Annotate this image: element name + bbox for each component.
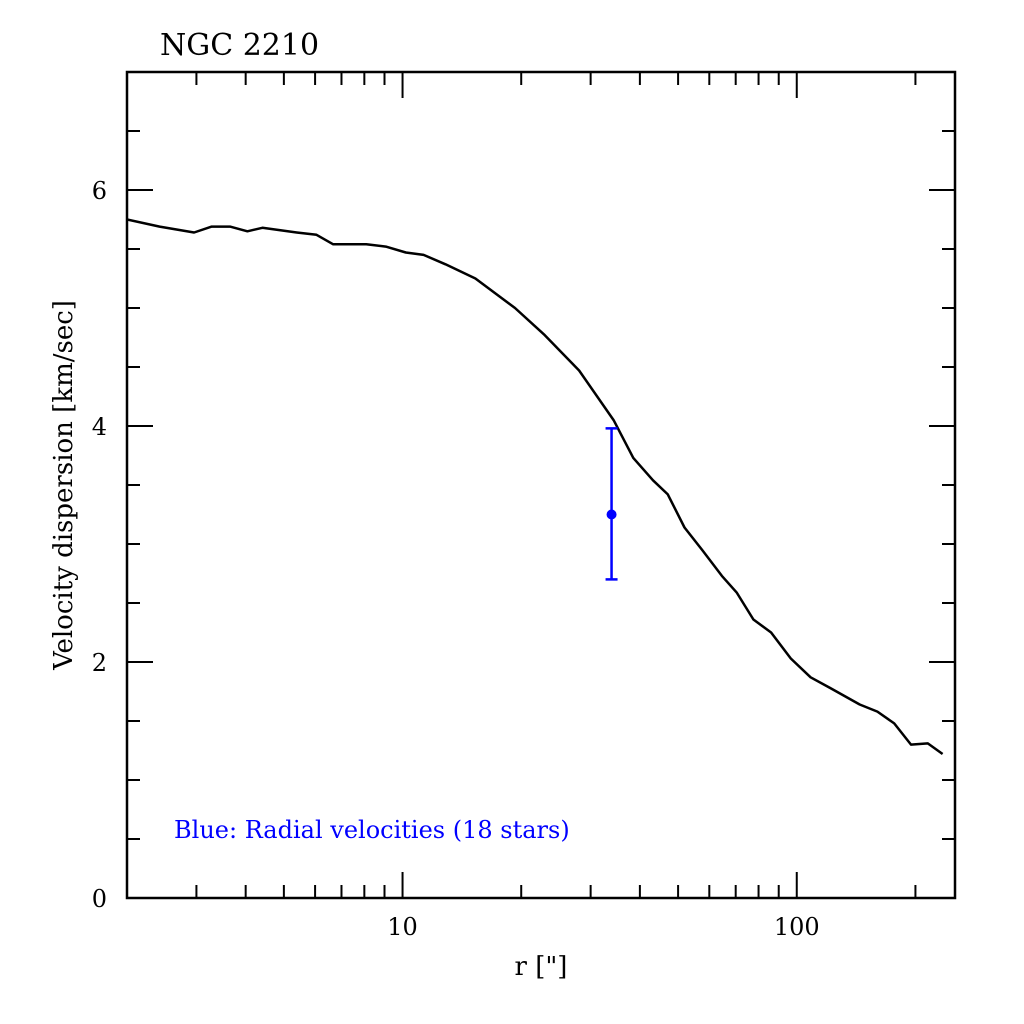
model-profile-line: [126, 218, 944, 756]
observed-data-point: [606, 509, 617, 520]
y-tick-label: 0: [92, 885, 107, 913]
x-tick-label: 100: [774, 913, 820, 941]
y-tick-label: 6: [92, 177, 107, 205]
y-tick-label: 4: [92, 413, 107, 441]
axis-ticks: [126, 71, 955, 899]
x-tick-label: 10: [387, 913, 418, 941]
y-axis-label: Velocity dispersion [km/sec]: [49, 300, 79, 671]
series-layer: [126, 218, 944, 756]
axis-tick-labels: 10 100 0 2 4 6: [92, 177, 820, 941]
y-tick-label: 2: [92, 649, 107, 677]
chart-title: NGC 2210: [160, 28, 319, 63]
plot-frame: [125, 70, 957, 900]
x-axis-label: r ["]: [515, 952, 568, 982]
legend-annotation: Blue: Radial velocities (18 stars): [174, 816, 570, 844]
